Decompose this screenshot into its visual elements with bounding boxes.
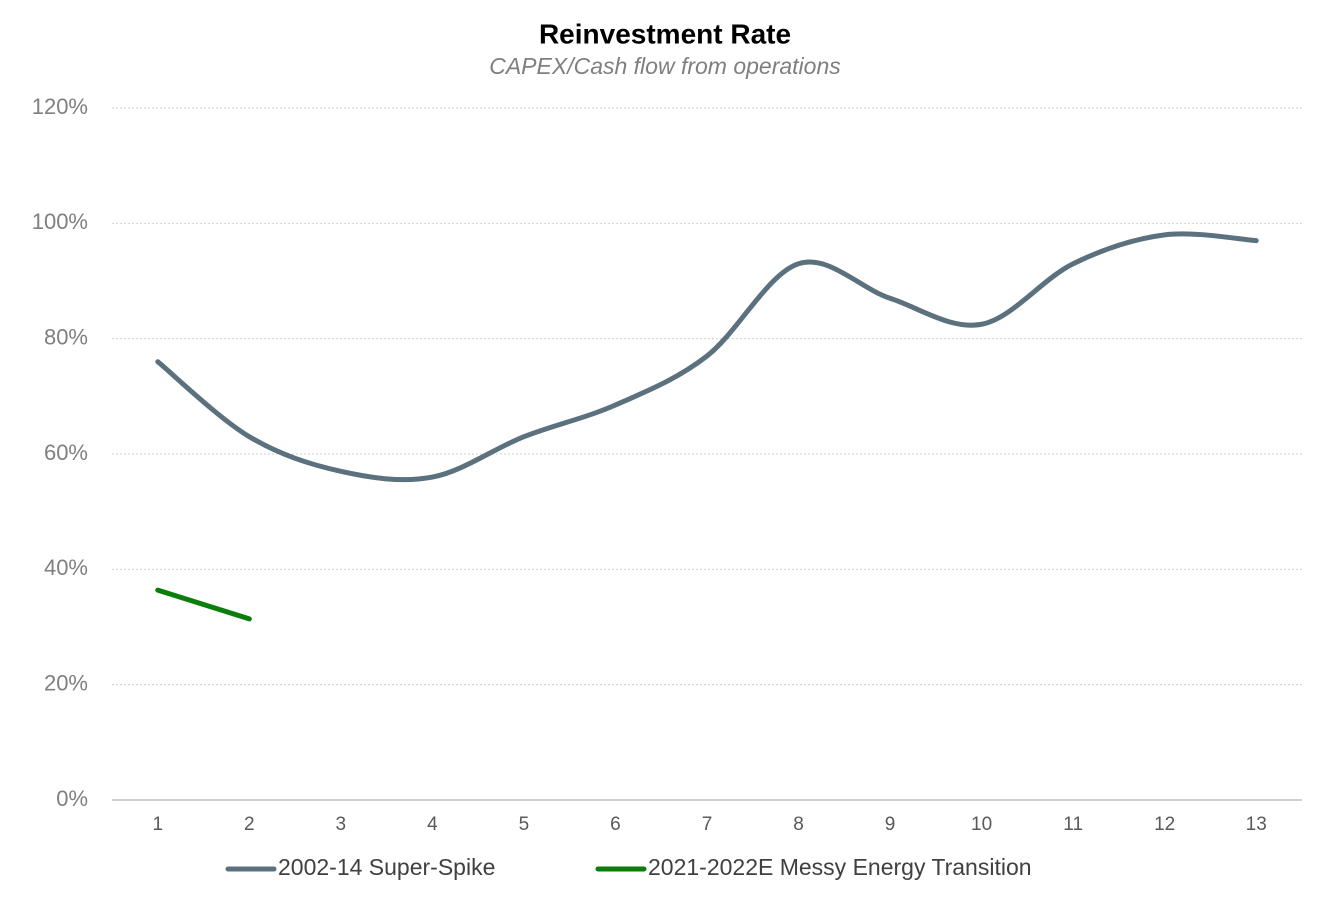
y-tick-label: 20% xyxy=(44,670,88,695)
legend-label: 2021-2022E Messy Energy Transition xyxy=(648,854,1032,880)
x-tick-label: 1 xyxy=(152,814,163,835)
x-tick-label: 8 xyxy=(793,814,804,835)
series-line xyxy=(155,231,1259,483)
chart-subtitle: CAPEX/Cash flow from operations xyxy=(489,53,841,79)
x-tick-label: 4 xyxy=(427,814,438,835)
x-tick-label: 12 xyxy=(1154,814,1175,835)
y-tick-label: 80% xyxy=(44,324,88,349)
x-tick-label: 11 xyxy=(1063,814,1083,835)
x-tick-label: 9 xyxy=(885,814,896,835)
x-tick-label: 3 xyxy=(336,814,347,835)
x-tick-label: 5 xyxy=(519,814,530,835)
legend-label: 2002-14 Super-Spike xyxy=(278,854,495,880)
y-tick-label: 120% xyxy=(32,94,88,119)
x-tick-label: 6 xyxy=(610,814,621,835)
x-tick-label: 2 xyxy=(244,814,255,835)
y-tick-label: 100% xyxy=(32,209,88,234)
series-line xyxy=(155,587,252,622)
x-tick-label: 10 xyxy=(971,814,992,835)
x-tick-label: 7 xyxy=(702,814,713,835)
y-tick-label: 0% xyxy=(56,786,88,811)
y-tick-label: 60% xyxy=(44,440,88,465)
chart-title: Reinvestment Rate xyxy=(539,18,791,49)
x-tick-label: 13 xyxy=(1246,814,1267,835)
y-tick-label: 40% xyxy=(44,555,88,580)
